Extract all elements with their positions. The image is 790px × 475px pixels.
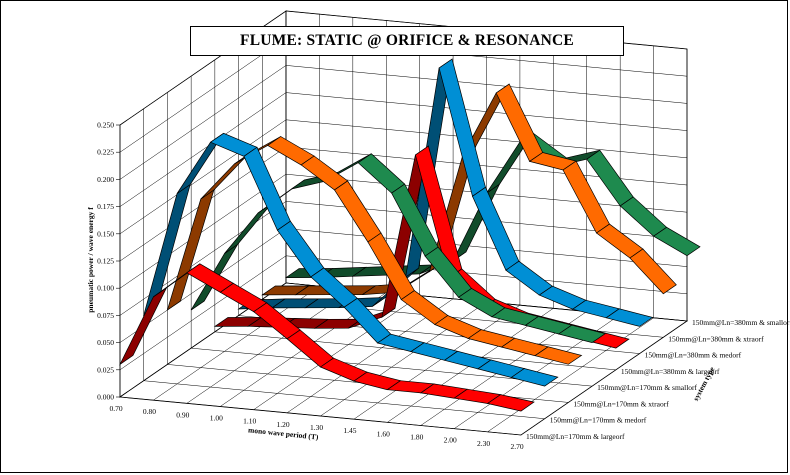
y-tick-label: 0.175 [97, 202, 114, 211]
series-ribbon-segment [652, 226, 701, 257]
z-tick-label: 150mm@Ln=170mm & smallorf [597, 383, 697, 392]
gridline-x-floor [186, 289, 353, 404]
z-tick-label: 150mm@Ln=380mm & medorf [645, 351, 742, 360]
z-tick-label: 150mm@Ln=170mm & medorf [550, 416, 647, 425]
gridline-x-floor [353, 304, 521, 420]
x-tick-label: 1.60 [377, 429, 390, 438]
x-tick-label: 0.80 [143, 407, 156, 416]
series-ribbon-segment [510, 368, 559, 387]
z-tick-label: 150mm@Ln=380mm & smallorf [692, 318, 790, 327]
gridline-z-floor [143, 380, 545, 419]
x-tick-label: 1.20 [277, 420, 290, 429]
x-tick-label: 1.10 [243, 417, 256, 426]
z-tick-label: 150mm@Ln=380mm & xtraorf [668, 334, 764, 343]
z-tick-label: 150mm@Ln=170mm & xtraorf [573, 399, 669, 408]
y-tick-label: 0.125 [97, 257, 114, 266]
y-tick-label: 0.200 [97, 175, 114, 184]
z-tick-label: 150mm@Ln=170mm & largeorf [526, 432, 625, 441]
z-tick-label: 150mm@Ln=380mm & largeorf [621, 367, 720, 376]
y-tick-label: 0.225 [97, 148, 114, 157]
y-tick-label: 0.075 [97, 311, 114, 320]
gridline-z-floor [119, 396, 522, 436]
series-ribbon-segment [486, 394, 535, 412]
x-tick-label: 0.90 [176, 410, 189, 419]
series-ribbon-segment [557, 324, 607, 343]
y-tick-label: 0.025 [97, 365, 114, 374]
x-tick-label: 1.80 [410, 433, 423, 442]
x-tick-label: 1.30 [310, 423, 323, 432]
y-tick-label: 0.250 [97, 121, 114, 130]
y-tick-label: 0.050 [97, 338, 114, 347]
series-ribbon-segment [605, 308, 654, 327]
chart-title: FLUME: STATIC @ ORIFICE & RESONANCE [190, 26, 624, 56]
x-tick-label: 0.70 [109, 404, 122, 413]
x-tick-label: 1.45 [343, 426, 356, 435]
x-tick-label: 1.00 [210, 414, 223, 423]
x-tick-label: 2.00 [444, 436, 457, 445]
y-tick-label: 0.150 [97, 229, 114, 238]
y-axis-title: pneumatic power / wave energy f [86, 207, 95, 313]
gridline-x-floor [520, 320, 688, 436]
series-ribbon-segment [534, 346, 583, 365]
gridline-x-floor [487, 317, 654, 433]
y-tick-label: 0.000 [97, 393, 114, 402]
x-tick-label: 2.30 [477, 439, 490, 448]
series-ribbon-segment [629, 248, 677, 295]
x-tick-label: 2.70 [510, 442, 523, 451]
y-tick-label: 0.100 [97, 284, 114, 293]
gridline-x-floor [253, 295, 420, 410]
